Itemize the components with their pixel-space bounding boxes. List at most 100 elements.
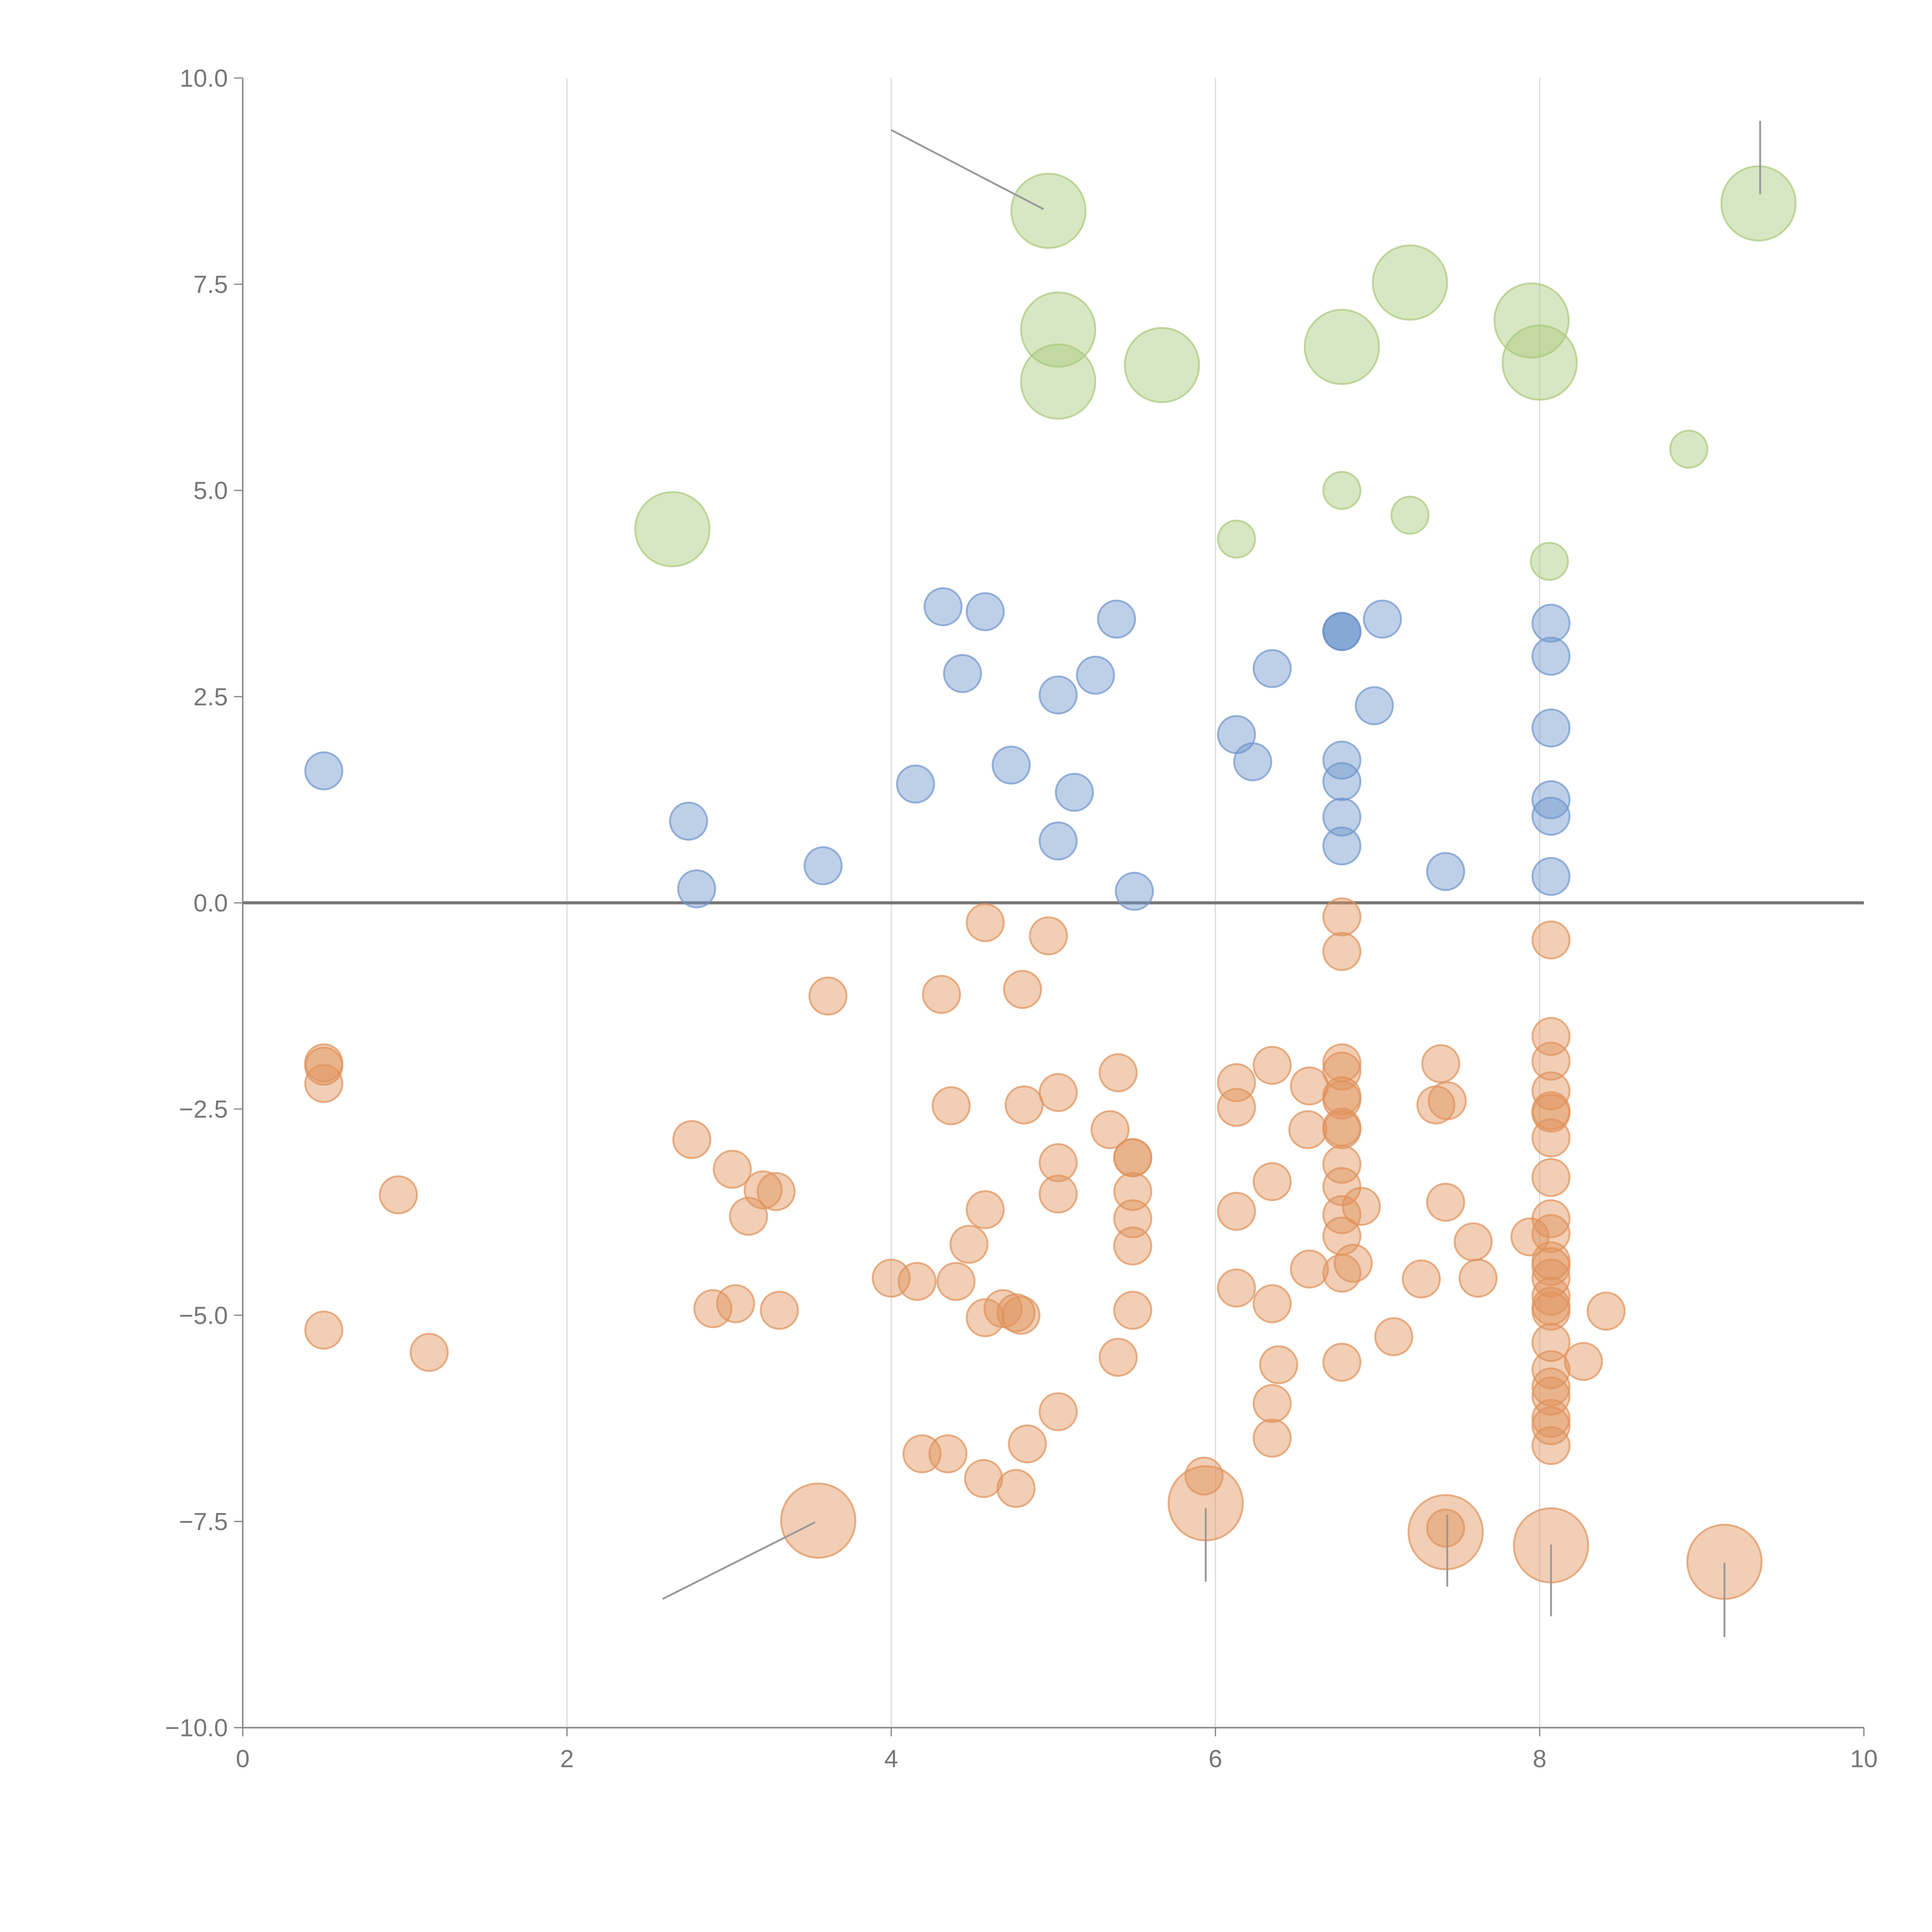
y-tick-label: 2.5 (194, 683, 228, 711)
orange-bubble (1099, 1053, 1138, 1092)
orange-bubble (1003, 970, 1042, 1009)
orange-bubble (1374, 1317, 1413, 1356)
orange-bubble (966, 1298, 1005, 1337)
orange-bubble (1217, 1088, 1256, 1127)
orange-bubble (1001, 1296, 1041, 1335)
orange-bubble (1288, 1110, 1328, 1150)
orange-bubble (1113, 1199, 1153, 1238)
blue-bubble (1322, 740, 1362, 780)
blue-bubble (1322, 762, 1362, 801)
orange-bubble (1322, 897, 1362, 937)
orange-bubble (1421, 1044, 1461, 1083)
orange-bubble (1564, 1342, 1603, 1381)
orange-bubble (936, 1262, 976, 1301)
orange-bubble (1342, 1187, 1381, 1226)
orange-bubble (1458, 1259, 1498, 1298)
orange-bubble (808, 976, 848, 1016)
y-tick-label: 0.0 (194, 889, 228, 917)
blue-bubble (1322, 826, 1362, 866)
green-bubble (1010, 173, 1087, 249)
orange-bubble (1587, 1291, 1626, 1331)
orange-bubble (1531, 1323, 1571, 1362)
orange-bubble (1531, 1214, 1571, 1253)
orange-bubble (743, 1170, 783, 1209)
orange-bubble (1290, 1066, 1329, 1105)
y-axis-ticks: 10.0 7.5 5.0 2.5 0.0 −2.5 −5.0 −7.5 −10.0 (165, 64, 243, 1742)
blue-bubble (1531, 604, 1571, 643)
blue-bubble (1039, 675, 1078, 715)
orange-bubble (1531, 1158, 1571, 1197)
green-bubble (1493, 282, 1570, 359)
orange-bubble (780, 1482, 857, 1559)
blue-bubble (1097, 599, 1136, 639)
x-tick-label: 4 (884, 1745, 898, 1773)
orange-bubble (1008, 1424, 1047, 1464)
orange-bubble (996, 1469, 1036, 1508)
orange-bubble (1531, 1118, 1571, 1158)
orange-bubble (1426, 1182, 1465, 1222)
orange-bubble (1252, 1284, 1292, 1323)
blue-bubble (923, 587, 963, 626)
orange-bubble (1427, 1081, 1467, 1121)
x-axis-ticks: 0 2 4 6 8 10 (236, 1728, 1878, 1773)
orange-bubble (1039, 1073, 1078, 1112)
orange-bubble (1322, 932, 1362, 971)
annotation-lines (662, 121, 1761, 1637)
blue-bubble (896, 764, 935, 804)
blue-bubble (677, 869, 716, 908)
blue-bubble (1252, 649, 1292, 688)
orange-bubble (1531, 920, 1571, 960)
orange-bubble (1090, 1110, 1130, 1150)
blue-bubble (1115, 872, 1154, 911)
y-tick-label: 5.0 (194, 477, 228, 505)
orange-bubble (1039, 1174, 1078, 1214)
y-tick-label: −7.5 (179, 1508, 228, 1536)
orange-bubble (871, 1259, 911, 1298)
orange-bubble (1426, 1509, 1465, 1548)
annotation-leader-line (662, 1521, 816, 1600)
green-bubble (1720, 165, 1797, 242)
orange-bubble (1252, 1418, 1292, 1458)
data-points (304, 165, 1797, 1600)
orange-bubble (1407, 1494, 1484, 1570)
orange-bubble (1531, 1041, 1571, 1081)
orange-bubble (922, 975, 961, 1014)
orange-bubble (1217, 1268, 1256, 1308)
orange-bubble (1454, 1222, 1493, 1262)
orange-bubble (672, 1120, 711, 1159)
blue-bubble (1531, 780, 1571, 820)
orange-bubble (1290, 1249, 1329, 1289)
orange-bubble (1531, 1071, 1571, 1111)
orange-bubble (1252, 1384, 1292, 1423)
orange-bubble (928, 1434, 968, 1473)
orange-bubble (304, 1310, 344, 1350)
green-bubble (1530, 542, 1569, 581)
y-tick-label: −5.0 (179, 1301, 228, 1329)
green-bubble (1020, 343, 1097, 420)
orange-bubble (1099, 1338, 1138, 1377)
orange-bubble (1531, 1376, 1571, 1416)
green-bubble (1304, 309, 1380, 385)
orange-bubble (1322, 1343, 1362, 1382)
orange-bubble (1531, 1291, 1571, 1331)
blue-bubble (1531, 796, 1571, 836)
orange-bubble (1333, 1243, 1373, 1283)
orange-bubble (966, 1190, 1005, 1230)
blue-bubble (966, 592, 1005, 631)
orange-bubble (1039, 1143, 1078, 1182)
orange-bubble (1113, 1226, 1153, 1266)
orange-bubble (1113, 1172, 1153, 1211)
blue-bubble (1531, 636, 1571, 676)
orange-bubble (716, 1284, 755, 1323)
orange-bubble (1252, 1046, 1292, 1085)
blue-bubble (943, 654, 982, 693)
green-bubble (1322, 471, 1362, 510)
green-bubble (1217, 519, 1256, 559)
orange-bubble (1531, 1277, 1571, 1316)
green-bubble (1390, 495, 1430, 535)
x-tick-label: 8 (1533, 1745, 1547, 1773)
blue-bubble (1322, 798, 1362, 837)
orange-bubble (964, 1459, 1003, 1498)
orange-bubble (1322, 1110, 1362, 1150)
blue-bubble (1355, 686, 1394, 725)
